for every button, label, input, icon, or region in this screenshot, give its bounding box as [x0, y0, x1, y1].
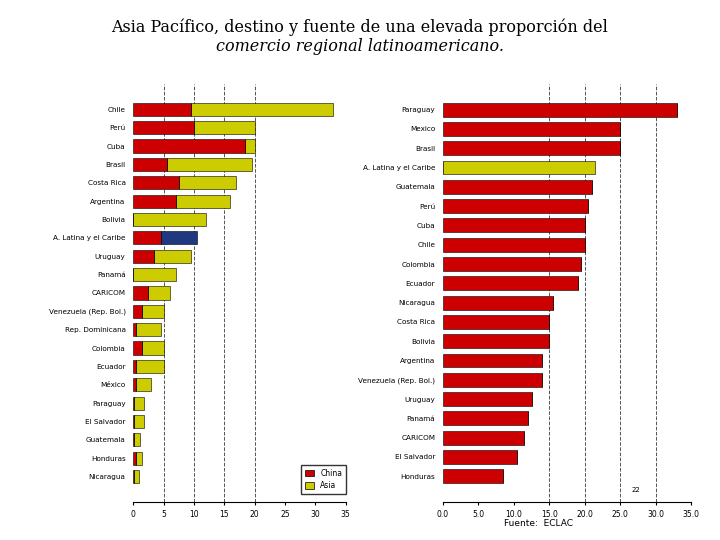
- Bar: [135, 396, 143, 410]
- Bar: [443, 411, 528, 426]
- Bar: [133, 139, 246, 153]
- Bar: [443, 122, 620, 136]
- Bar: [135, 433, 140, 447]
- Bar: [148, 286, 170, 300]
- Bar: [133, 470, 135, 483]
- Bar: [133, 249, 154, 263]
- Bar: [133, 213, 206, 226]
- Bar: [135, 470, 139, 483]
- Bar: [443, 276, 577, 290]
- Bar: [133, 378, 136, 392]
- Bar: [133, 323, 136, 336]
- Bar: [135, 415, 143, 428]
- Bar: [143, 305, 163, 318]
- Bar: [133, 305, 143, 318]
- Bar: [133, 286, 148, 300]
- Bar: [443, 219, 585, 232]
- Bar: [133, 415, 135, 428]
- Bar: [136, 323, 161, 336]
- Bar: [143, 341, 163, 355]
- Bar: [136, 451, 143, 465]
- Text: Fuente:  ECLAC: Fuente: ECLAC: [504, 519, 573, 528]
- Text: (% en las Xs totales de cada pais): (% en las Xs totales de cada pais): [171, 71, 290, 78]
- Bar: [443, 238, 585, 252]
- Bar: [161, 231, 197, 245]
- Bar: [443, 450, 517, 464]
- Bar: [443, 296, 553, 309]
- Bar: [443, 373, 542, 387]
- Bar: [443, 180, 592, 194]
- Text: comercio regional latinoamericano.: comercio regional latinoamericano.: [216, 38, 504, 55]
- Text: Exportaciones a Asia-Pacifico: Exportaciones a Asia-Pacifico: [150, 56, 311, 66]
- Bar: [133, 396, 135, 410]
- Bar: [133, 360, 136, 373]
- Bar: [154, 249, 191, 263]
- Bar: [133, 268, 176, 281]
- Bar: [246, 139, 255, 153]
- Bar: [133, 341, 143, 355]
- Bar: [443, 334, 549, 348]
- Text: 22: 22: [631, 487, 640, 492]
- Bar: [133, 194, 176, 208]
- Bar: [443, 257, 581, 271]
- Bar: [443, 431, 524, 444]
- Bar: [443, 392, 531, 406]
- Bar: [136, 360, 163, 373]
- Bar: [191, 103, 333, 116]
- Bar: [136, 378, 151, 392]
- Bar: [443, 469, 503, 483]
- Bar: [176, 194, 230, 208]
- Bar: [133, 451, 136, 465]
- Bar: [443, 103, 677, 117]
- Bar: [443, 354, 542, 367]
- Bar: [133, 121, 194, 134]
- Text: (% en las Ms totales de cada pais): (% en las Ms totales de cada pais): [474, 71, 595, 78]
- Bar: [443, 141, 620, 155]
- Bar: [443, 199, 588, 213]
- Text: Importaciones desde Asia-Pacifico: Importaciones desde Asia-Pacifico: [441, 56, 629, 66]
- Bar: [443, 160, 595, 174]
- Bar: [133, 158, 166, 171]
- Bar: [179, 176, 236, 190]
- Bar: [443, 315, 549, 329]
- Text: Asia Pacífico, destino y fuente de una elevada proporción del: Asia Pacífico, destino y fuente de una e…: [112, 19, 608, 36]
- Bar: [133, 176, 179, 190]
- Bar: [133, 433, 135, 447]
- Bar: [133, 103, 191, 116]
- Legend: China, Asia: China, Asia: [301, 465, 346, 494]
- Bar: [133, 231, 161, 245]
- Bar: [194, 121, 255, 134]
- Bar: [166, 158, 251, 171]
